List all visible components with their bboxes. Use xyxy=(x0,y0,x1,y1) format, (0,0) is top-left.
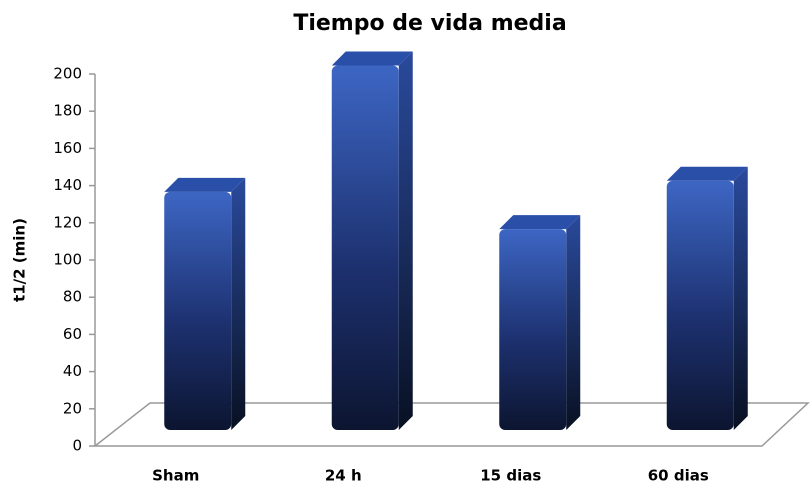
bar-top xyxy=(666,166,748,181)
bar xyxy=(499,229,567,430)
bar-side xyxy=(566,215,581,430)
y-tick-label: 80 xyxy=(63,288,82,306)
y-axis-label: t1/2 (min) xyxy=(11,218,29,302)
bar xyxy=(331,65,399,430)
y-tick-label: 200 xyxy=(53,65,82,83)
y-tick-label: 140 xyxy=(53,176,82,194)
x-tick-label: 15 dias xyxy=(480,467,541,485)
bar-side xyxy=(733,166,748,430)
bar xyxy=(164,191,232,430)
y-tick-label: 180 xyxy=(53,102,82,120)
y-tick-label: 20 xyxy=(63,399,82,417)
bar-top xyxy=(164,177,246,192)
bar-top xyxy=(331,51,413,66)
bar xyxy=(666,180,734,430)
bar-side xyxy=(398,51,413,430)
bar-side xyxy=(231,177,246,430)
x-tick-label: Sham xyxy=(152,467,199,485)
x-tick-label: 24 h xyxy=(325,467,362,485)
floor xyxy=(92,402,810,447)
y-tick-label: 120 xyxy=(53,213,82,231)
y-tick-label: 0 xyxy=(72,437,82,455)
chart-title: Tiempo de vida media xyxy=(293,11,566,36)
y-tick-label: 40 xyxy=(63,362,82,380)
x-tick-label: 60 dias xyxy=(648,467,709,485)
y-tick-label: 100 xyxy=(53,251,82,269)
y-tick-label: 60 xyxy=(63,325,82,343)
bar-top xyxy=(499,215,581,230)
y-tick-label: 160 xyxy=(53,139,82,157)
